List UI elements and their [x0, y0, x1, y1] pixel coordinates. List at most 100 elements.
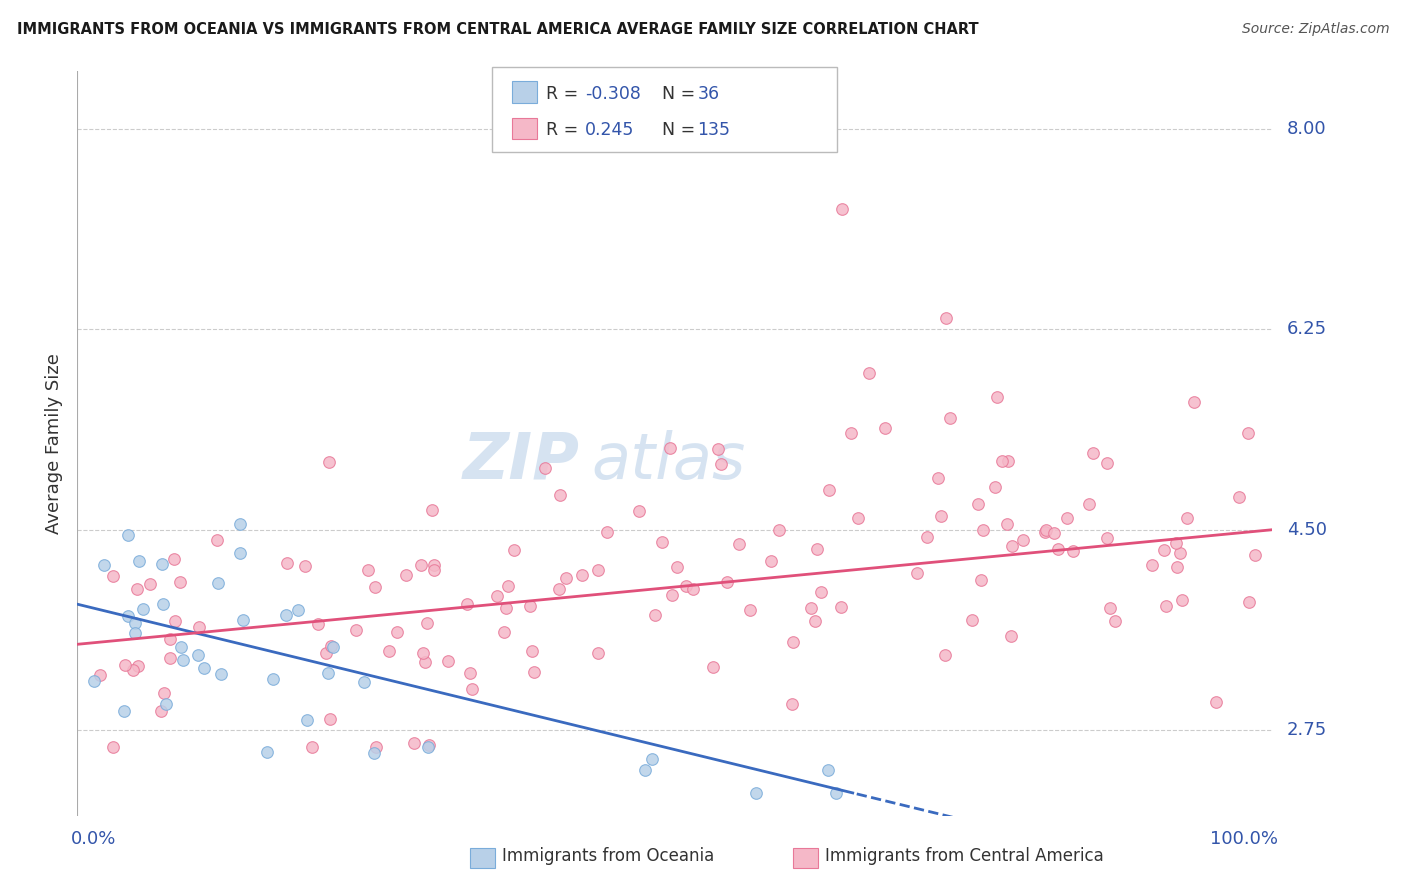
Point	[1244, 548, 1267, 562]
Point	[295, 713, 318, 727]
Point	[1154, 599, 1177, 613]
Point	[494, 625, 516, 640]
Point	[927, 471, 949, 485]
Point	[124, 626, 146, 640]
Point	[416, 740, 439, 755]
Text: R =: R =	[546, 121, 583, 139]
Point	[125, 582, 148, 596]
Point	[89, 668, 111, 682]
Point	[1056, 510, 1078, 524]
Point	[586, 646, 609, 660]
Point	[155, 697, 177, 711]
Point	[322, 640, 344, 655]
Text: 6.25: 6.25	[1286, 320, 1327, 338]
Point	[905, 566, 928, 580]
Point	[768, 523, 790, 537]
Point	[128, 553, 150, 567]
Text: Source: ZipAtlas.com: Source: ZipAtlas.com	[1241, 22, 1389, 37]
Point	[153, 686, 176, 700]
Point	[1001, 539, 1024, 553]
Point	[188, 620, 211, 634]
Point	[318, 455, 340, 469]
Point	[782, 635, 804, 649]
Point	[915, 530, 938, 544]
Point	[83, 673, 105, 688]
Point	[1035, 524, 1057, 538]
Point	[1166, 560, 1188, 574]
Point	[301, 740, 323, 755]
Point	[423, 558, 446, 573]
Point	[934, 648, 956, 662]
Point	[101, 569, 124, 583]
Text: Immigrants from Oceania: Immigrants from Oceania	[502, 847, 714, 865]
Point	[984, 480, 1007, 494]
Point	[207, 575, 229, 590]
Point	[1153, 542, 1175, 557]
Point	[651, 535, 673, 549]
Text: R =: R =	[546, 85, 583, 103]
Point	[402, 736, 425, 750]
Point	[159, 650, 181, 665]
Point	[997, 454, 1019, 468]
Point	[800, 601, 823, 615]
Point	[641, 752, 664, 766]
Point	[554, 571, 576, 585]
Text: -0.308: -0.308	[585, 85, 641, 103]
Point	[1078, 497, 1101, 511]
Point	[112, 704, 135, 718]
Point	[596, 525, 619, 540]
Point	[1227, 490, 1250, 504]
Point	[395, 567, 418, 582]
Point	[839, 425, 862, 440]
Point	[456, 597, 478, 611]
Point	[1236, 426, 1258, 441]
Point	[124, 615, 146, 630]
Point	[117, 608, 139, 623]
Point	[1012, 533, 1035, 547]
Text: 2.75: 2.75	[1286, 722, 1327, 739]
Point	[550, 488, 572, 502]
Point	[1175, 511, 1198, 525]
Point	[818, 483, 841, 497]
Point	[1171, 593, 1194, 607]
Point	[970, 573, 993, 587]
Point	[207, 533, 229, 547]
Point	[172, 652, 194, 666]
Point	[804, 614, 827, 628]
Point	[1142, 558, 1164, 572]
Point	[1168, 546, 1191, 560]
Point	[378, 643, 401, 657]
Point	[702, 660, 724, 674]
Point	[1043, 525, 1066, 540]
Point	[496, 579, 519, 593]
Point	[412, 647, 434, 661]
Point	[423, 563, 446, 577]
Text: IMMIGRANTS FROM OCEANIA VS IMMIGRANTS FROM CENTRAL AMERICA AVERAGE FAMILY SIZE C: IMMIGRANTS FROM OCEANIA VS IMMIGRANTS FR…	[17, 22, 979, 37]
Point	[1000, 629, 1022, 643]
Point	[571, 568, 593, 582]
Point	[520, 644, 543, 658]
Point	[256, 745, 278, 759]
Point	[411, 558, 433, 573]
Point	[716, 575, 738, 590]
Point	[706, 442, 728, 457]
Text: 36: 36	[697, 85, 720, 103]
Point	[1166, 535, 1188, 549]
Y-axis label: Average Family Size: Average Family Size	[45, 353, 63, 534]
Point	[634, 763, 657, 777]
Point	[830, 600, 852, 615]
Point	[363, 746, 385, 760]
Point	[519, 599, 541, 614]
Point	[131, 601, 153, 615]
Point	[163, 551, 186, 566]
Point	[831, 202, 853, 216]
Text: Immigrants from Central America: Immigrants from Central America	[825, 847, 1104, 865]
Point	[682, 582, 704, 596]
Point	[935, 310, 957, 325]
Point	[810, 585, 832, 599]
Point	[363, 581, 385, 595]
Point	[1097, 531, 1119, 545]
Point	[972, 523, 994, 537]
Point	[315, 646, 337, 660]
Point	[661, 588, 683, 602]
